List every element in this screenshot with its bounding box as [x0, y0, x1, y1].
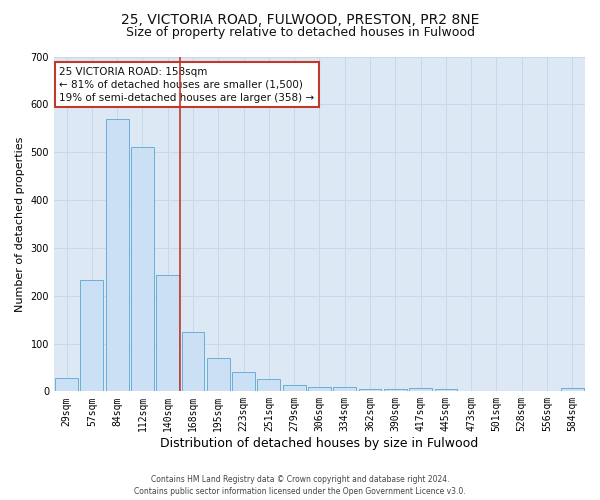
- Bar: [283, 384, 305, 392]
- Text: 25 VICTORIA ROAD: 158sqm
← 81% of detached houses are smaller (1,500)
19% of sem: 25 VICTORIA ROAD: 158sqm ← 81% of detach…: [59, 66, 314, 103]
- Bar: [308, 386, 331, 392]
- Bar: [80, 280, 103, 392]
- Bar: [207, 358, 230, 392]
- Bar: [157, 275, 179, 392]
- Bar: [55, 378, 78, 392]
- Bar: [182, 332, 205, 392]
- Text: Contains HM Land Registry data © Crown copyright and database right 2024.
Contai: Contains HM Land Registry data © Crown c…: [134, 475, 466, 496]
- Bar: [131, 148, 154, 392]
- Y-axis label: Number of detached properties: Number of detached properties: [15, 136, 25, 312]
- Text: 25, VICTORIA ROAD, FULWOOD, PRESTON, PR2 8NE: 25, VICTORIA ROAD, FULWOOD, PRESTON, PR2…: [121, 12, 479, 26]
- X-axis label: Distribution of detached houses by size in Fulwood: Distribution of detached houses by size …: [160, 437, 479, 450]
- Bar: [384, 389, 407, 392]
- Bar: [257, 380, 280, 392]
- Text: Size of property relative to detached houses in Fulwood: Size of property relative to detached ho…: [125, 26, 475, 39]
- Bar: [232, 372, 255, 392]
- Bar: [561, 388, 584, 392]
- Bar: [334, 386, 356, 392]
- Bar: [434, 389, 457, 392]
- Bar: [359, 389, 382, 392]
- Bar: [106, 118, 128, 392]
- Bar: [409, 388, 432, 392]
